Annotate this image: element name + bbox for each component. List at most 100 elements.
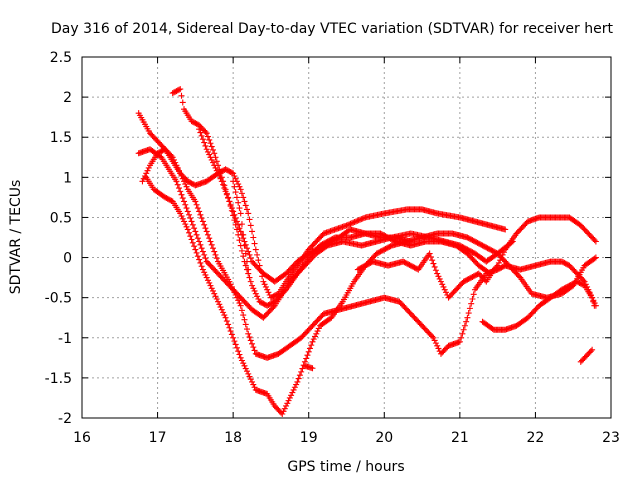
data-point (199, 266, 206, 273)
data-point (204, 148, 211, 155)
data-point (285, 397, 292, 404)
data-point (254, 251, 261, 258)
data-point (251, 384, 258, 391)
data-point (228, 283, 235, 290)
data-point (286, 394, 293, 401)
data-point (354, 217, 361, 224)
data-point (250, 285, 257, 292)
data-point (232, 189, 239, 196)
data-point (217, 304, 224, 311)
data-point (236, 205, 243, 212)
data-point (182, 201, 189, 208)
data-point (213, 167, 220, 174)
data-point (189, 239, 196, 246)
data-point (237, 302, 244, 309)
data-point (246, 334, 253, 341)
data-point (245, 370, 252, 377)
data-point (235, 348, 242, 355)
data-point (251, 287, 258, 294)
data-point (226, 324, 233, 331)
data-point (464, 314, 471, 321)
data-point (208, 143, 215, 150)
data-point (223, 318, 230, 325)
y-tick-label: -2 (58, 411, 72, 427)
data-point (298, 368, 305, 375)
x-tick-label: 16 (73, 430, 91, 446)
data-point (225, 321, 232, 328)
data-point (249, 282, 256, 289)
data-point (245, 330, 252, 337)
data-point (188, 236, 195, 243)
data-point (204, 277, 211, 284)
data-point (231, 211, 238, 218)
data-point (434, 270, 441, 277)
series-track-9 (577, 346, 596, 365)
data-point (223, 191, 230, 198)
data-point (468, 300, 475, 307)
data-point (242, 262, 249, 269)
data-point (295, 375, 302, 382)
data-point (289, 389, 296, 396)
data-point (437, 278, 444, 285)
data-point (247, 337, 254, 344)
data-point (196, 126, 203, 133)
data-point (175, 86, 182, 93)
data-point (218, 178, 225, 185)
data-point (191, 225, 198, 232)
data-point (183, 205, 190, 212)
data-point (194, 235, 201, 242)
y-axis-label: SDTVAR / TECUs (8, 180, 24, 295)
data-point (169, 154, 176, 161)
data-point (350, 219, 357, 226)
data-point (227, 328, 234, 335)
chart-title: Day 316 of 2014, Sidereal Day-to-day VTE… (51, 21, 613, 37)
data-point (237, 228, 244, 235)
data-point (458, 334, 465, 341)
data-point (201, 251, 208, 258)
data-point (313, 330, 320, 337)
data-point (587, 348, 594, 355)
data-point (407, 238, 414, 245)
data-point (495, 259, 502, 266)
data-point (432, 340, 439, 347)
axis-ticks: 16 17 18 19 20 21 22 23 -2 -1.5 -1 -0.5 0 0.5 1 1.5 2 2.5 (45, 50, 620, 446)
data-point (249, 378, 256, 385)
data-point (463, 318, 470, 325)
data-point (346, 221, 353, 228)
data-point (265, 289, 272, 296)
data-point (213, 296, 220, 303)
data-point (592, 254, 599, 261)
data-point (429, 257, 436, 264)
data-point (230, 334, 237, 341)
data-point (209, 159, 216, 166)
data-point (246, 216, 253, 223)
data-point (207, 140, 214, 147)
data-point (591, 302, 598, 309)
y-tick-label: -0.5 (45, 291, 72, 307)
data-point (225, 195, 232, 202)
data-point (196, 256, 203, 263)
data-point (434, 342, 441, 349)
data-point (293, 381, 300, 388)
data-point (291, 384, 298, 391)
data-point (177, 210, 184, 217)
data-point (174, 181, 181, 188)
data-point (235, 231, 242, 238)
data-point (211, 150, 218, 157)
data-point (215, 170, 222, 177)
data-point (243, 258, 250, 265)
y-tick-label: 2.5 (50, 50, 72, 66)
data-point (184, 226, 191, 233)
data-point (237, 210, 244, 217)
data-point (197, 129, 204, 136)
data-point (240, 231, 247, 238)
data-point (431, 337, 438, 344)
data-point (251, 347, 258, 354)
data-point (141, 172, 148, 179)
y-tick-label: 1.5 (50, 130, 72, 146)
data-point (179, 175, 186, 182)
data-point (443, 289, 450, 296)
data-point (230, 178, 237, 185)
data-point (203, 146, 210, 153)
